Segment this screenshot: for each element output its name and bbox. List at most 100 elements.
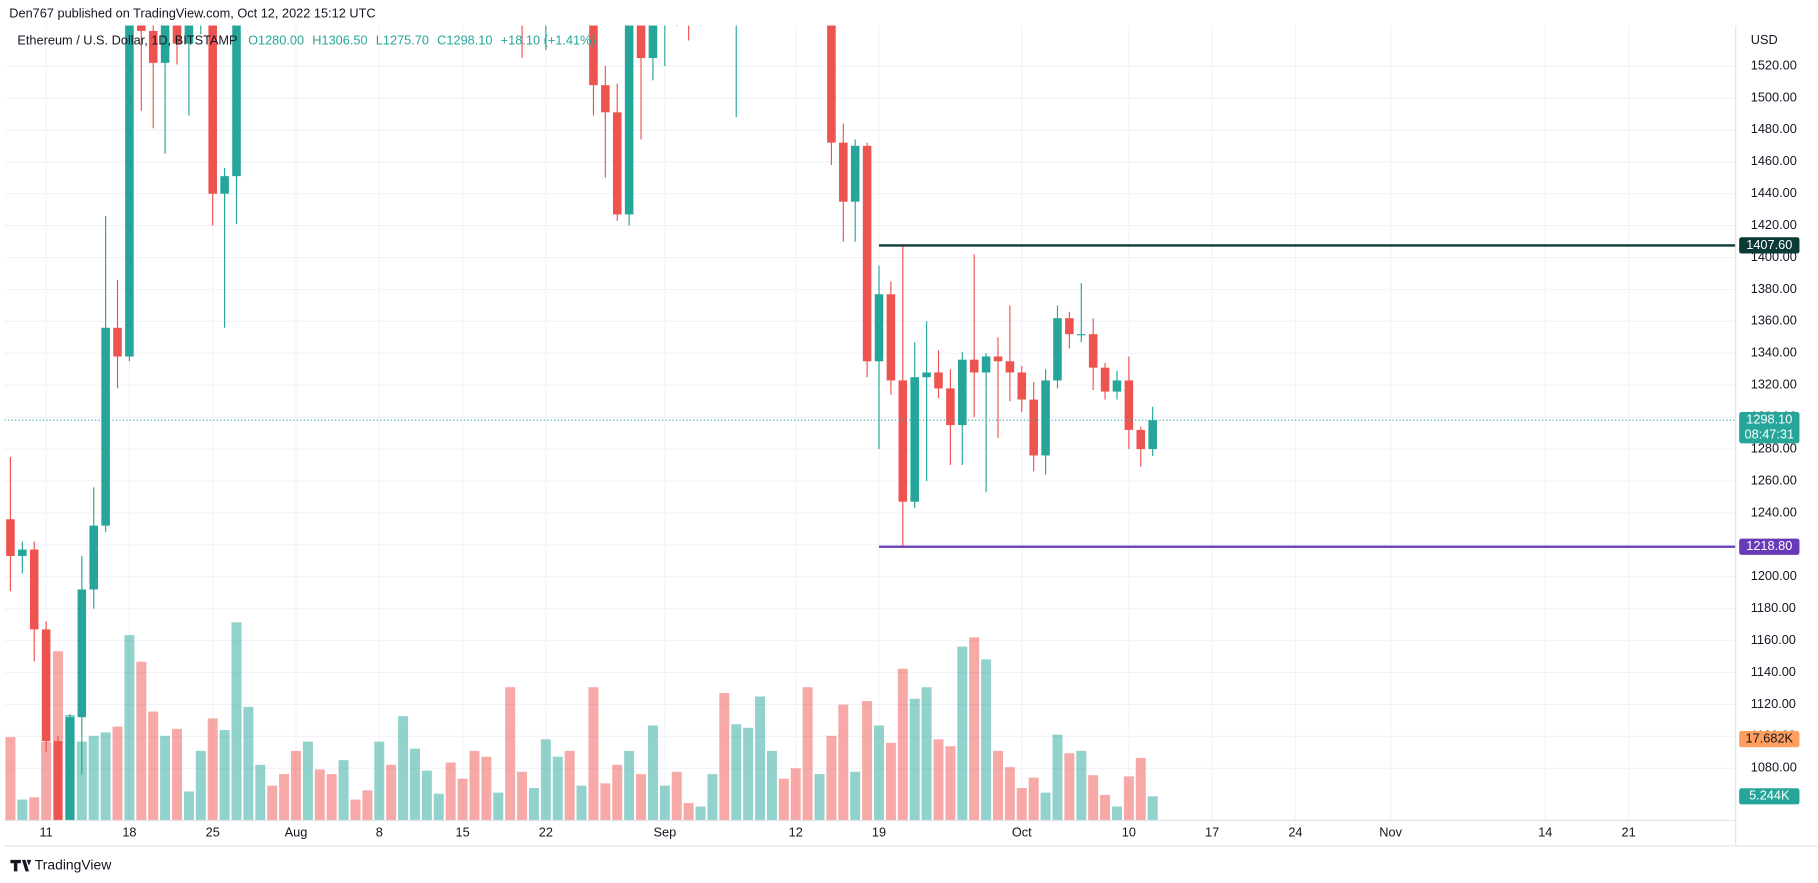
volume-bar: [207, 718, 218, 821]
volume-bar: [588, 687, 599, 821]
x-tick-label: 22: [539, 825, 553, 840]
candle-body: [922, 372, 931, 378]
level-label-box: [1739, 538, 1800, 555]
symbol: Ethereum / U.S. Dollar, 1D, BITSTAMP: [17, 33, 237, 48]
volume-bar: [1052, 734, 1063, 821]
candle-body: [1017, 372, 1027, 400]
volume-bar: [41, 741, 52, 821]
candle-body: [601, 85, 610, 113]
volume-bar: [1111, 806, 1122, 821]
candle-body: [1053, 318, 1062, 381]
x-tick-label: 17: [1205, 825, 1219, 840]
publisher: Den767 published on TradingView.com, Oct…: [9, 5, 375, 20]
y-tick-label: 1080.00: [1751, 760, 1797, 775]
volume-bar: [267, 785, 278, 821]
volume-bar: [29, 797, 40, 821]
candle-body: [1136, 429, 1146, 450]
x-tick-label: 19: [872, 825, 886, 840]
y-tick-label: 1360.00: [1751, 313, 1797, 328]
volume-bar: [576, 785, 587, 821]
candle-body: [612, 112, 622, 215]
volume-bar: [76, 741, 87, 821]
volume-bar: [469, 750, 480, 821]
legend-change: +18.10 (+1.41%): [501, 33, 596, 48]
y-tick-label: 1180.00: [1751, 600, 1796, 615]
volume-bar: [290, 750, 301, 821]
candle-body: [910, 377, 919, 502]
y-tick-label: 1140.00: [1751, 664, 1796, 679]
candle-body: [624, 25, 634, 215]
last-price-label-box: [1739, 412, 1800, 444]
axis-tags: 1080.001100.001120.001140.001160.001180.…: [40, 57, 1800, 840]
candle-body: [874, 294, 884, 362]
volume-bar: [659, 785, 670, 821]
volume-ma-label: 17.682K: [1746, 731, 1794, 746]
volume-bar: [243, 706, 254, 821]
y-tick-label: 1440.00: [1751, 185, 1797, 200]
volume-bar: [1028, 777, 1039, 821]
footer: TradingView: [35, 856, 112, 872]
volume-bar: [409, 748, 420, 821]
volume-bar: [421, 770, 432, 821]
candle-body: [160, 25, 170, 63]
volume-bar: [1064, 753, 1075, 821]
x-tick-label: Aug: [285, 825, 308, 840]
volume-bar: [564, 750, 575, 821]
volume-bar: [850, 771, 861, 821]
volume-bar: [981, 659, 992, 821]
candle-body: [934, 372, 943, 389]
candle-body: [946, 388, 955, 426]
volume-bar: [100, 732, 111, 821]
candle-body: [18, 549, 27, 556]
volume-bar: [755, 696, 766, 821]
y-tick-label: 1280.00: [1751, 440, 1797, 455]
volume-bar: [814, 774, 825, 821]
y-tick-label: 1200.00: [1751, 568, 1797, 583]
candle-body: [1148, 420, 1157, 450]
grid: [4, 25, 1736, 821]
candle-body: [208, 25, 217, 194]
candle-body: [1076, 334, 1086, 336]
volume-bar: [838, 704, 849, 821]
volume-bar: [160, 735, 171, 821]
volume-bar: [778, 778, 789, 821]
candle-body: [125, 25, 134, 357]
volume-bar: [338, 760, 349, 821]
candle-body: [1065, 318, 1074, 335]
volume-bar: [600, 783, 611, 821]
volume-bar: [933, 739, 944, 821]
volume-bar: [183, 791, 194, 821]
volume-bar: [493, 792, 504, 821]
y-tick-label: 1380.00: [1751, 281, 1797, 296]
footer-logo: [10, 859, 32, 872]
volume-bar: [350, 799, 361, 821]
volume-bar: [647, 725, 658, 821]
volume-bar: [517, 771, 528, 821]
x-tick-label: 21: [1621, 825, 1635, 840]
volume-bar: [457, 778, 468, 821]
volume-bar: [1147, 796, 1158, 821]
candle-body: [65, 717, 75, 821]
volume-bar: [1123, 776, 1134, 821]
volume-bar: [398, 716, 409, 821]
candle-body: [1112, 380, 1122, 392]
candle-body: [1124, 380, 1134, 430]
volume-bar: [528, 787, 539, 821]
x-tick-label: 10: [1122, 825, 1136, 840]
volume-bar: [1135, 757, 1146, 821]
volume-bar: [874, 725, 885, 821]
volume-bar: [445, 762, 456, 821]
y-tick-label: 1480.00: [1751, 121, 1797, 136]
candle-body: [148, 30, 158, 63]
volume-bar: [1040, 792, 1051, 821]
candle-body: [184, 25, 194, 44]
volume-bar: [148, 711, 159, 821]
y-tick-label: 1460.00: [1751, 153, 1797, 168]
x-tick-label: 15: [455, 825, 469, 840]
candle-body: [993, 356, 1003, 362]
volume-bar: [671, 771, 682, 821]
volume-bar: [1100, 794, 1111, 821]
candle-body: [172, 25, 182, 44]
